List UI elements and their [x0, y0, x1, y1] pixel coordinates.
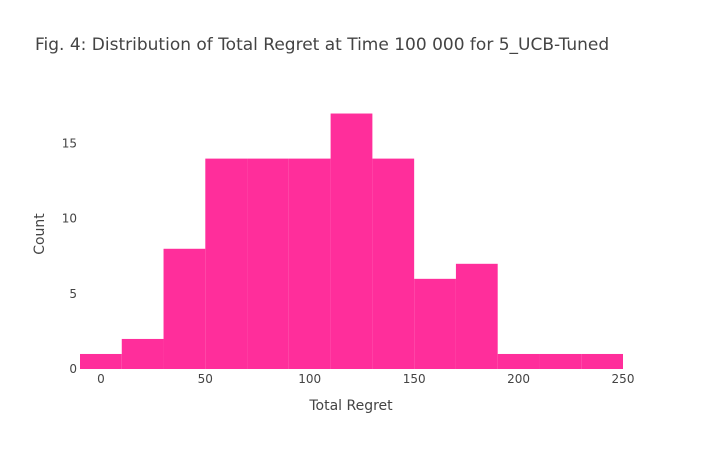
x-tick-label-1: 50: [198, 372, 213, 386]
y-tick-labels: 0 5 10 15: [62, 137, 77, 376]
x-tick-label-0: 0: [97, 372, 105, 386]
bars-group: [80, 113, 623, 369]
histogram-bar-2[interactable]: [163, 248, 206, 369]
histogram-bar-10[interactable]: [497, 353, 540, 369]
x-tick-labels: 0 50 100 150 200 250: [97, 372, 634, 386]
y-axis-label: Count: [32, 213, 48, 255]
y-tick-label-1: 5: [69, 287, 77, 301]
histogram-bar-8[interactable]: [414, 278, 456, 369]
histogram-bar-11[interactable]: [539, 353, 582, 369]
y-tick-label-2: 10: [62, 212, 77, 226]
chart-title: Fig. 4: Distribution of Total Regret at …: [35, 35, 609, 55]
x-tick-label-3: 150: [403, 372, 426, 386]
x-tick-label-2: 100: [298, 372, 321, 386]
histogram-bar-9[interactable]: [455, 263, 498, 369]
y-tick-label-0: 0: [69, 362, 77, 376]
histogram-bar-3[interactable]: [205, 158, 248, 369]
histogram-bar-0[interactable]: [80, 353, 122, 369]
histogram-bar-12[interactable]: [581, 353, 623, 369]
y-tick-label-3: 15: [62, 137, 77, 151]
histogram-bar-1[interactable]: [121, 338, 164, 369]
x-axis-label: Total Regret: [308, 398, 393, 414]
x-tick-label-5: 250: [612, 372, 635, 386]
x-tick-label-4: 200: [507, 372, 530, 386]
histogram-bar-7[interactable]: [372, 158, 415, 369]
histogram-bar-5[interactable]: [288, 158, 331, 369]
histogram-bar-6[interactable]: [330, 113, 373, 369]
histogram-bar-4[interactable]: [247, 158, 289, 369]
